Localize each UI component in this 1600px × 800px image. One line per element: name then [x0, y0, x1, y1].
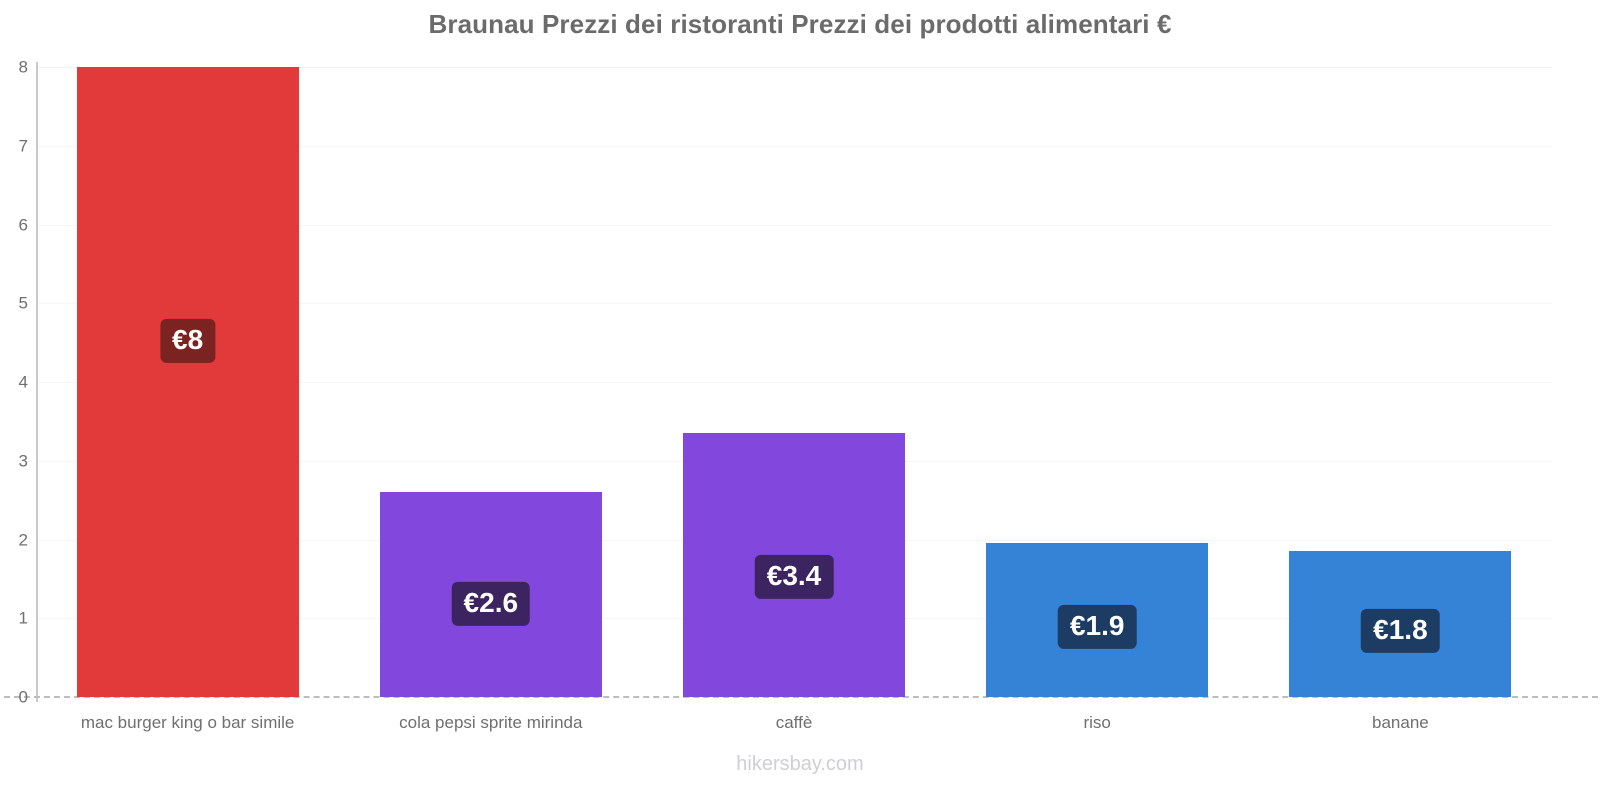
x-tick-label: banane	[1372, 713, 1429, 732]
y-tick-label: 0	[18, 687, 28, 707]
bar-value-label: €3.4	[754, 554, 834, 600]
y-tick-label: 5	[18, 293, 28, 313]
bar[interactable]: €2.6	[379, 492, 602, 697]
chart-title: Braunau Prezzi dei ristoranti Prezzi dei…	[428, 9, 1172, 39]
bar-value-label: €1.8	[1361, 608, 1440, 653]
bar-value-label: €2.6	[451, 581, 531, 626]
y-tick-label: 4	[18, 372, 28, 392]
x-tick-label: caffè	[775, 713, 813, 732]
y-tick-label: 6	[18, 215, 28, 234]
bar[interactable]: €3.4	[683, 433, 905, 697]
x-axis-baseline	[4, 696, 1598, 698]
y-tick-label: 3	[18, 451, 28, 471]
y-tick-label: 2	[18, 530, 28, 549]
gridline	[36, 382, 1552, 383]
gridline	[36, 224, 1552, 226]
y-tick-label: 1	[18, 608, 28, 628]
gridline	[36, 145, 1552, 147]
bar[interactable]: €8	[76, 67, 299, 697]
x-tick-label: cola pepsi sprite mirinda	[399, 713, 583, 732]
bar-value-label: €1.9	[1057, 605, 1137, 650]
y-axis-line	[36, 62, 38, 702]
y-axis-tick-labels: 0 1 2 3 4 5 6 7 8	[0, 0, 28, 800]
x-tick-label: mac burger king o bar simile	[80, 713, 295, 732]
gridline	[36, 67, 1552, 68]
gridline	[36, 303, 1552, 305]
bar-value-label: €8	[160, 318, 216, 364]
bar[interactable]: €1.8	[1289, 551, 1512, 697]
y-tick-label: 8	[18, 57, 28, 77]
footer-attribution: hikersbay.com	[736, 753, 864, 775]
bar[interactable]: €1.9	[986, 543, 1209, 697]
bar-rect	[76, 67, 299, 697]
x-tick-label: riso	[1083, 713, 1111, 732]
y-tick-label: 7	[18, 136, 28, 156]
